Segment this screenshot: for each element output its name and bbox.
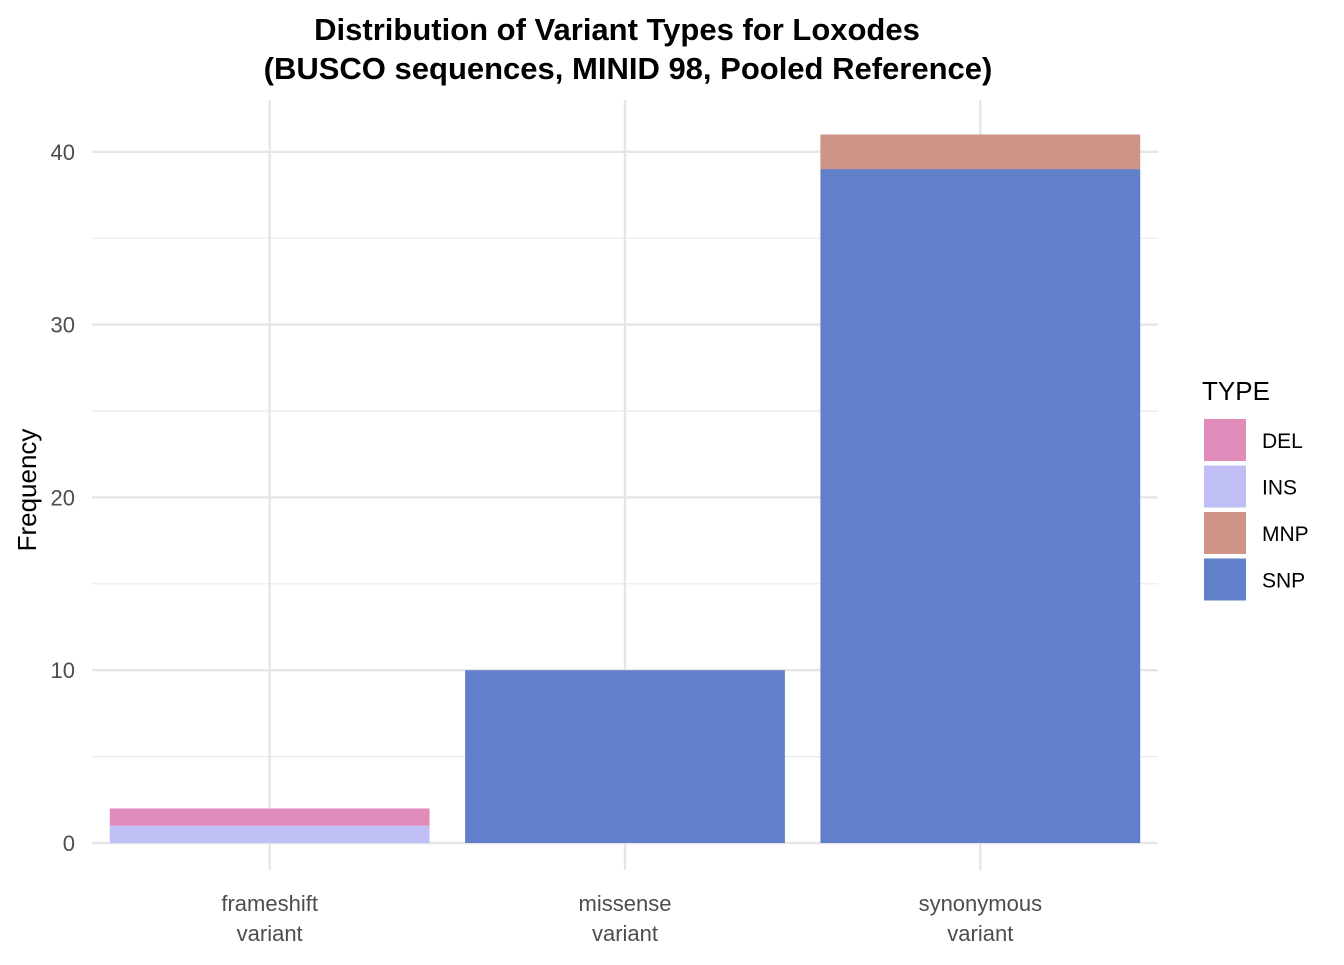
y-tick-label: 40 (51, 140, 75, 165)
bar-mnp (820, 134, 1141, 170)
legend: TYPE DEL INS MNP SNP (1202, 376, 1309, 601)
x-tick-label: synonymous (919, 891, 1043, 916)
y-tick-label: 0 (63, 831, 75, 856)
y-axis-title: Frequency (12, 429, 42, 552)
legend-label-del: DEL (1262, 430, 1303, 453)
chart-subtitle: (BUSCO sequences, MINID 98, Pooled Refer… (264, 51, 993, 86)
legend-swatch-snp (1204, 558, 1246, 601)
legend-swatch-mnp (1204, 512, 1246, 554)
x-tick-label: variant (947, 921, 1013, 946)
x-tick-label: frameshift (221, 891, 318, 916)
y-tick-label: 30 (51, 313, 75, 338)
y-tick-label: 10 (51, 658, 75, 683)
x-tick-label: variant (237, 921, 303, 946)
x-tick-label: variant (592, 921, 658, 946)
legend-title: TYPE (1202, 376, 1270, 406)
legend-swatch-del (1204, 419, 1246, 461)
bar-ins (109, 825, 430, 843)
bar-del (109, 808, 430, 826)
bars (109, 134, 1141, 843)
legend-label-ins: INS (1262, 477, 1297, 500)
chart-title: Distribution of Variant Types for Loxode… (314, 12, 920, 47)
x-tick-label: missense (579, 891, 672, 916)
legend-label-snp: SNP (1262, 570, 1305, 593)
bar-snp (465, 670, 785, 843)
legend-swatch-ins (1204, 465, 1246, 508)
bar-snp (820, 169, 1141, 843)
y-tick-label: 20 (51, 485, 75, 510)
tick-labels: 0 10 20 30 40 frameshift variant missense varian… (51, 140, 1043, 946)
legend-label-mnp: MNP (1262, 523, 1309, 546)
